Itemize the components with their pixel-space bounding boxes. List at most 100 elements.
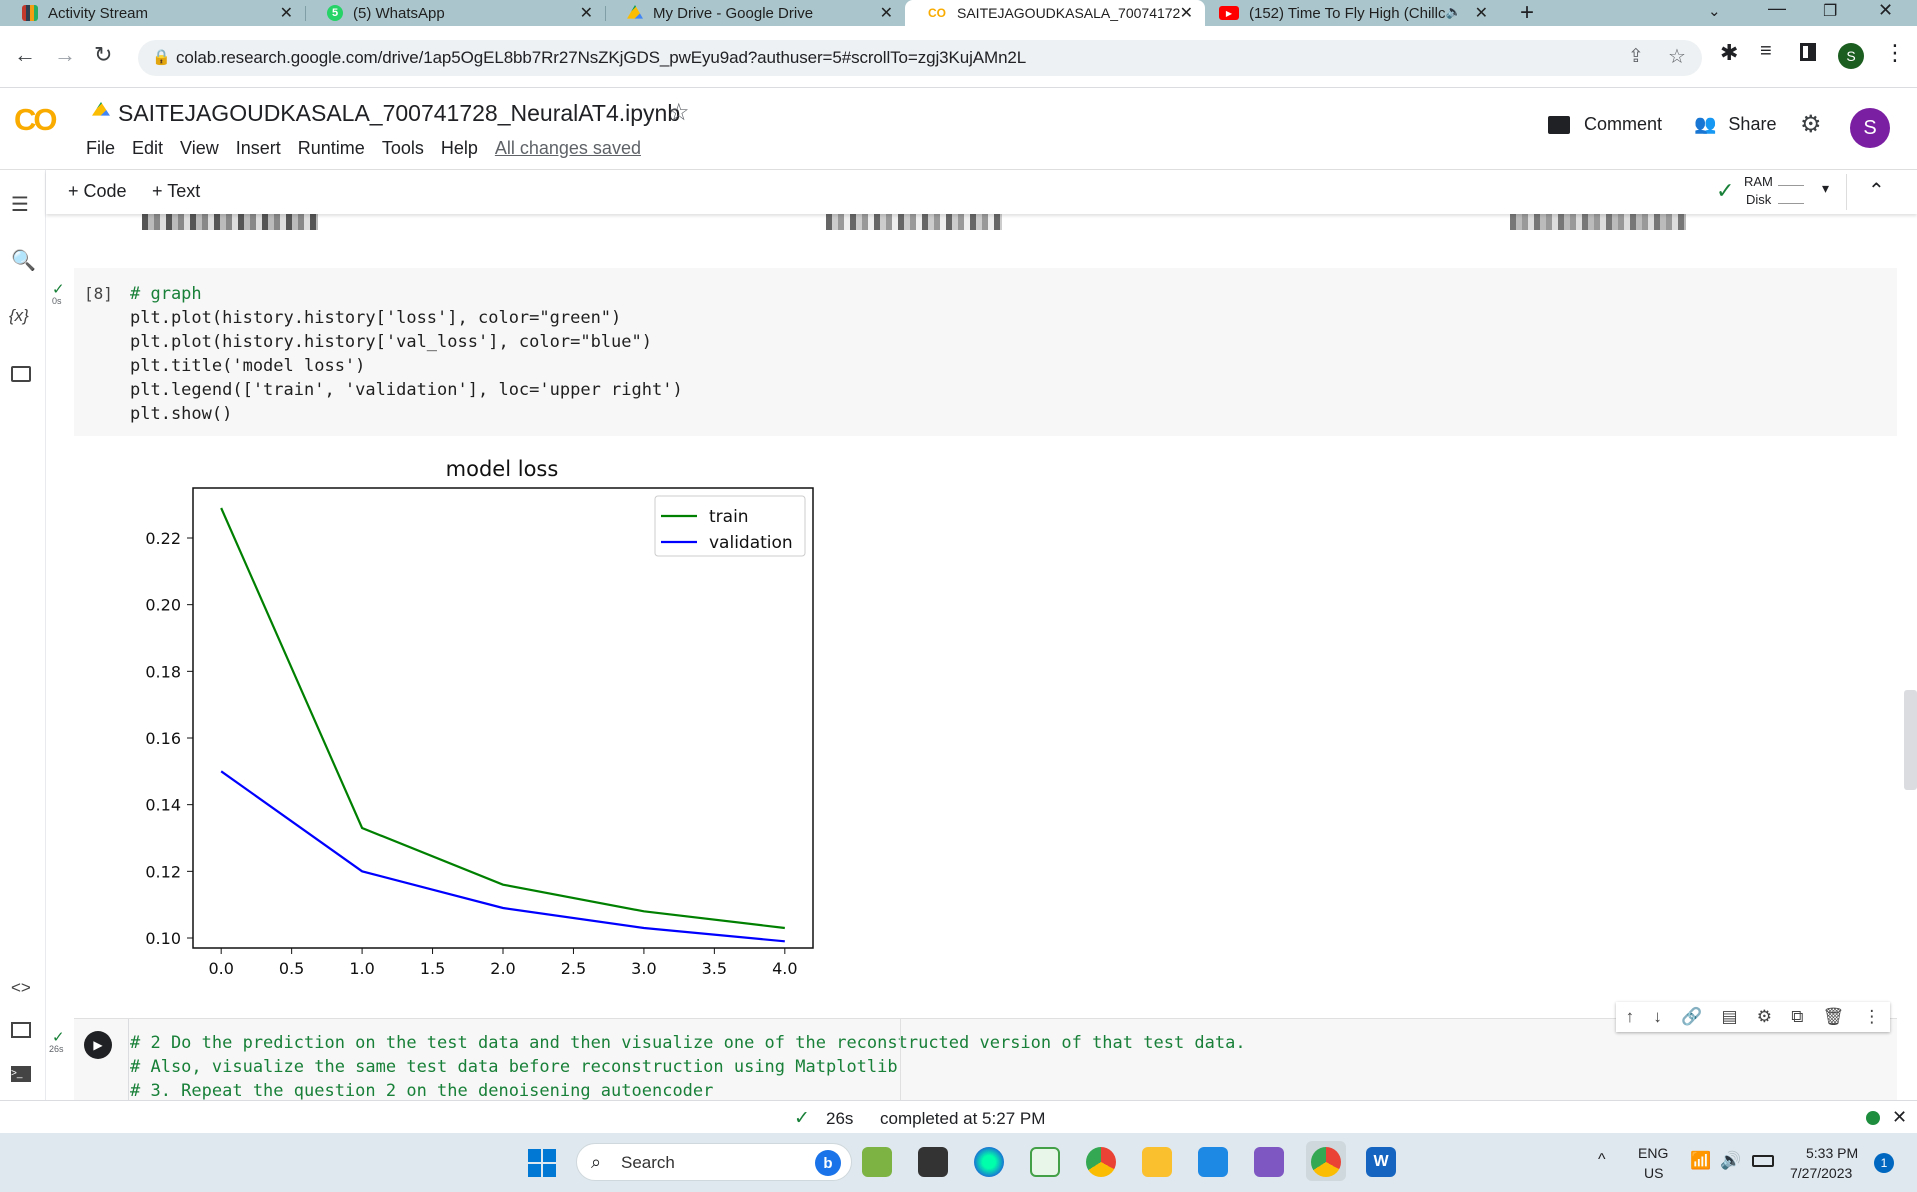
status-dot <box>1866 1111 1880 1125</box>
chevron-up-icon[interactable]: ^ <box>1598 1151 1606 1168</box>
notebook-title[interactable]: SAITEJAGOUDKASALA_700741728_NeuralAT4.ip… <box>118 100 681 126</box>
chrome-icon[interactable] <box>1311 1147 1341 1177</box>
code-cell[interactable]: ▶ # 2 Do the prediction on the test data… <box>74 1018 1897 1100</box>
comment-icon[interactable]: ▤ <box>1721 1007 1738 1026</box>
more-icon[interactable]: ⋮ <box>1863 1007 1881 1026</box>
move-down-icon[interactable]: ↓ <box>1653 1007 1662 1026</box>
menu-edit[interactable]: Edit <box>132 138 164 158</box>
command-palette-icon[interactable] <box>11 1022 31 1038</box>
file-explorer-icon[interactable] <box>1142 1147 1172 1177</box>
gear-icon[interactable]: ⚙ <box>1756 1007 1772 1026</box>
exec-duration: 26s <box>826 1109 854 1128</box>
comment-button[interactable]: Comment <box>1548 114 1662 135</box>
tab-colab[interactable]: CO SAITEJAGOUDKASALA_70074172 ✕ <box>905 0 1205 26</box>
menu-insert[interactable]: Insert <box>235 138 281 158</box>
menu-tools[interactable]: Tools <box>381 138 424 158</box>
speaker-icon[interactable]: 🔈 <box>1445 4 1462 19</box>
add-code-button[interactable]: + Code <box>68 181 127 201</box>
windows-start-icon[interactable] <box>528 1149 556 1177</box>
menu-help[interactable]: Help <box>440 138 478 158</box>
run-cell-button[interactable]: ▶ <box>84 1031 112 1059</box>
menu-view[interactable]: View <box>180 138 219 158</box>
comment-icon <box>1548 115 1570 134</box>
reload-icon[interactable]: ↻ <box>94 42 113 67</box>
series-line-validation <box>220 770 785 943</box>
tab-youtube[interactable]: ▶ (152) Time To Fly High (Chillc 🔈 ✕ <box>1205 0 1500 26</box>
x-tick-label: 3.5 <box>702 959 727 978</box>
share-button[interactable]: 👥 Share <box>1694 114 1776 135</box>
account-avatar[interactable]: S <box>1850 108 1890 148</box>
profile-avatar[interactable]: S <box>1838 43 1864 69</box>
close-icon[interactable]: ✕ <box>1892 1107 1908 1127</box>
minimize-icon[interactable]: — <box>1768 0 1786 18</box>
chevron-up-icon[interactable]: ⌃ <box>1868 180 1885 202</box>
battery-icon[interactable] <box>1752 1155 1774 1167</box>
address-bar[interactable]: 🔒 colab.research.google.com/drive/1ap5Og… <box>138 40 1702 76</box>
toc-icon[interactable]: ☰ <box>11 194 29 216</box>
url-text[interactable]: colab.research.google.com/drive/1ap5OgEL… <box>176 48 1027 67</box>
app-icon[interactable] <box>862 1147 892 1177</box>
volume-icon[interactable]: 🔊 <box>1720 1151 1742 1170</box>
x-tick-label: 2.0 <box>490 959 515 978</box>
menu-runtime[interactable]: Runtime <box>297 138 365 158</box>
edge-icon[interactable] <box>974 1147 1004 1177</box>
taskbar-search[interactable]: ⌕ Search b <box>576 1143 852 1181</box>
restore-icon[interactable]: ❐ <box>1823 3 1838 20</box>
chevron-down-icon[interactable]: ▾ <box>1822 180 1830 196</box>
word-icon[interactable]: W <box>1366 1147 1396 1177</box>
browser-toolbar: ← → ↻ 🔒 colab.research.google.com/drive/… <box>0 26 1917 88</box>
x-tick-label: 0.5 <box>279 959 304 978</box>
app-icon[interactable] <box>1030 1147 1060 1177</box>
gear-icon[interactable]: ⚙ <box>1800 111 1822 138</box>
vscode-icon[interactable] <box>1198 1147 1228 1177</box>
star-icon[interactable]: ☆ <box>1668 46 1686 68</box>
star-icon[interactable]: ☆ <box>668 99 690 126</box>
mirror-icon[interactable]: ⧉ <box>1791 1007 1804 1026</box>
move-up-icon[interactable]: ↑ <box>1625 1007 1635 1026</box>
terminal-app-icon[interactable] <box>918 1147 948 1177</box>
close-icon[interactable]: ✕ <box>1179 5 1193 22</box>
colab-logo[interactable]: CO <box>14 102 57 137</box>
code-snippets-icon[interactable]: <> <box>11 978 31 997</box>
tab-google-drive[interactable]: My Drive - Google Drive ✕ <box>605 0 905 26</box>
back-icon[interactable]: ← <box>14 42 36 67</box>
wifi-icon[interactable]: 📶 <box>1690 1151 1712 1170</box>
people-icon: 👥 <box>1694 114 1717 134</box>
close-icon[interactable]: ✕ <box>1474 5 1488 22</box>
close-icon[interactable]: ✕ <box>279 5 293 22</box>
add-text-button[interactable]: + Text <box>152 181 201 201</box>
drive-icon <box>92 102 110 116</box>
tab-activity-stream[interactable]: Activity Stream ✕ <box>0 0 305 26</box>
menu-file[interactable]: File <box>86 138 116 158</box>
link-icon[interactable]: 🔗 <box>1681 1007 1703 1026</box>
clock-time[interactable]: 5:33 PM <box>1806 1145 1859 1161</box>
language-label[interactable]: ENG <box>1638 1145 1669 1161</box>
close-icon[interactable]: ✕ <box>579 5 593 22</box>
region-label[interactable]: US <box>1644 1165 1664 1181</box>
visual-studio-icon[interactable] <box>1254 1147 1284 1177</box>
search-icon[interactable]: 🔍 <box>11 250 36 272</box>
tab-whatsapp[interactable]: 5 (5) WhatsApp ✕ <box>305 0 605 26</box>
scrollbar-thumb[interactable] <box>1904 690 1917 790</box>
extensions-icon[interactable]: ✱ <box>1720 40 1739 65</box>
new-tab-icon[interactable]: + <box>1520 0 1535 26</box>
terminal-icon[interactable]: >_ <box>11 1066 31 1082</box>
close-icon[interactable]: ✕ <box>879 5 893 22</box>
side-panel-icon[interactable] <box>1800 43 1816 61</box>
save-status[interactable]: All changes saved <box>494 138 641 158</box>
clock-date[interactable]: 7/27/2023 <box>1790 1165 1853 1181</box>
variables-icon[interactable]: {x} <box>9 306 29 325</box>
chevron-down-icon[interactable]: ⌄ <box>1708 3 1721 20</box>
folder-icon[interactable] <box>11 366 31 382</box>
media-icon[interactable]: ≡ <box>1760 40 1772 62</box>
code-line: plt.plot(history.history['loss'], color=… <box>130 308 622 328</box>
window-close-icon[interactable]: ✕ <box>1878 0 1894 20</box>
browser-menu-icon[interactable]: ⋮ <box>1884 40 1906 65</box>
x-tick-label: 2.5 <box>561 959 586 978</box>
forward-icon[interactable]: → <box>54 42 76 67</box>
notification-badge[interactable]: 1 <box>1874 1153 1894 1173</box>
code-cell[interactable]: [8] # graph plt.plot(history.history['lo… <box>74 268 1897 436</box>
trash-icon[interactable]: 🗑 <box>1822 1007 1845 1026</box>
share-page-icon[interactable]: ⇪ <box>1628 46 1644 67</box>
chrome-icon[interactable] <box>1086 1147 1116 1177</box>
